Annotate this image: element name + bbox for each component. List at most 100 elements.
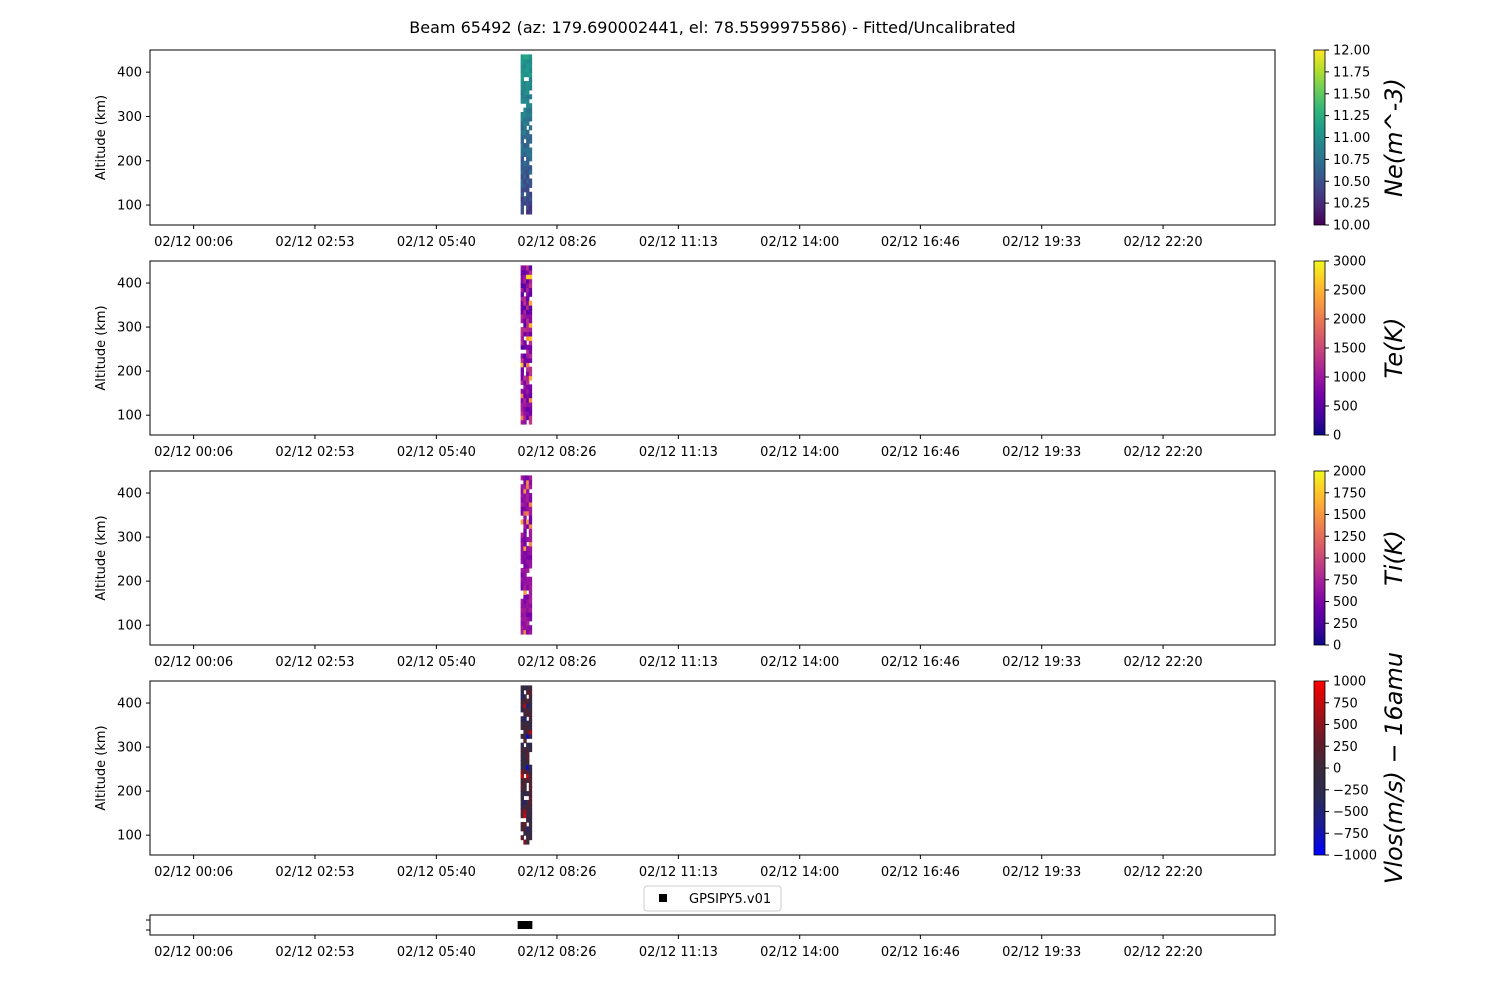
heatmap-cell: [526, 94, 530, 100]
heatmap-cell: [520, 89, 524, 95]
heatmap-cell: [526, 63, 530, 69]
x-tick-label: 02/12 14:00: [760, 235, 839, 250]
heatmap-cell: [526, 755, 530, 761]
heatmap-cell: [526, 720, 530, 726]
heatmap-cell: [528, 76, 533, 82]
heatmap-cell: [526, 278, 530, 284]
y-tick-label: 400: [117, 66, 142, 81]
colorbar-tick-label: 0: [1333, 762, 1341, 777]
heatmap-cell: [523, 821, 527, 827]
heatmap-cell: [528, 729, 533, 735]
heatmap-cell: [520, 773, 524, 779]
heatmap-cell: [520, 196, 524, 202]
heatmap-cell: [526, 335, 530, 341]
heatmap-cell: [528, 589, 533, 595]
heatmap-cell: [523, 318, 527, 324]
y-axis-label: Altitude (km): [94, 305, 109, 390]
heatmap-cell: [523, 419, 527, 425]
heatmap-cell: [520, 813, 524, 819]
heatmap-cell: [528, 716, 533, 722]
legend-box: [643, 885, 782, 912]
heatmap-cell: [520, 200, 524, 206]
heatmap-cell: [520, 698, 524, 704]
heatmap-cell: [523, 120, 527, 126]
colorbar-tick-label: 11.25: [1333, 109, 1370, 124]
heatmap-cell: [526, 344, 530, 350]
heatmap-cell: [520, 116, 524, 122]
heatmap-cell: [526, 384, 530, 390]
colorbar-tick-label: 750: [1333, 696, 1358, 711]
heatmap-cell: [526, 357, 530, 363]
colorbar-tick-label: 0: [1333, 429, 1341, 444]
x-tick-label: 02/12 19:33: [1002, 655, 1081, 670]
heatmap-cell: [526, 826, 530, 832]
heatmap-cell: [528, 585, 533, 591]
heatmap-cell: [523, 769, 527, 775]
x-tick-label: 02/12 22:20: [1124, 945, 1203, 960]
heatmap-cell: [520, 415, 524, 421]
heatmap-cell: [526, 265, 530, 271]
colorbar-tick-label: 10.75: [1333, 153, 1370, 168]
heatmap-cell: [520, 607, 524, 613]
heatmap-cell: [523, 147, 527, 153]
heatmap-cell: [523, 54, 527, 60]
y-tick-label: 200: [117, 575, 142, 590]
colorbar-label: Te(K): [1380, 318, 1408, 379]
heatmap-cell: [523, 200, 527, 206]
heatmap-cell: [523, 603, 527, 609]
heatmap-cell: [520, 537, 524, 543]
heatmap-cell: [520, 129, 524, 135]
heatmap-cell: [526, 309, 530, 315]
heatmap-cell: [523, 384, 527, 390]
heatmap-cell: [528, 576, 533, 582]
heatmap-cell: [528, 353, 533, 359]
heatmap-cell: [526, 393, 530, 399]
heatmap-cell: [526, 523, 530, 529]
heatmap-cell: [523, 523, 527, 529]
heatmap-cell: [526, 563, 530, 569]
colorbar-tick-label: 3000: [1333, 255, 1366, 270]
heatmap-cell: [520, 764, 524, 770]
heatmap-cell: [526, 493, 530, 499]
legend-label: GPSIPY5.v01: [689, 892, 771, 907]
x-tick-label: 02/12 11:13: [639, 655, 718, 670]
heatmap-cell: [526, 607, 530, 613]
x-tick-label: 02/12 11:13: [639, 945, 718, 960]
heatmap-cell: [528, 532, 533, 538]
heatmap-cell: [520, 629, 524, 635]
heatmap-cell: [528, 528, 533, 534]
heatmap-cell: [528, 182, 533, 188]
heatmap-cell: [523, 169, 527, 175]
heatmap-cell: [520, 85, 524, 91]
x-tick-label: 02/12 05:40: [397, 655, 476, 670]
x-tick-label: 02/12 19:33: [1002, 865, 1081, 880]
heatmap-cell: [528, 313, 533, 319]
y-tick-label: 400: [117, 487, 142, 502]
heatmap-cell: [523, 313, 527, 319]
heatmap-cell: [523, 357, 527, 363]
heatmap-cell: [523, 112, 527, 118]
heatmap-cell: [528, 344, 533, 350]
x-tick-label: 02/12 11:13: [639, 235, 718, 250]
heatmap-cell: [528, 278, 533, 284]
heatmap-cell: [526, 54, 530, 60]
heatmap-cell: [526, 143, 530, 149]
heatmap-cell: [523, 620, 527, 626]
heatmap-cell: [520, 278, 524, 284]
heatmap-cell: [523, 607, 527, 613]
heatmap-cell: [520, 287, 524, 293]
heatmap-cell: [526, 554, 530, 560]
heatmap-cell: [526, 581, 530, 587]
heatmap-cell: [528, 287, 533, 293]
plot-frame: [149, 914, 1276, 936]
heatmap-cell: [528, 550, 533, 556]
heatmap-cell: [528, 81, 533, 87]
heatmap-cell: [526, 817, 530, 823]
heatmap-cell: [523, 196, 527, 202]
heatmap-cell: [523, 532, 527, 538]
heatmap-cell: [526, 196, 530, 202]
heatmap-cell: [526, 305, 530, 311]
heatmap-cell: [523, 528, 527, 534]
heatmap-cell: [526, 287, 530, 293]
heatmap-cell: [520, 357, 524, 363]
